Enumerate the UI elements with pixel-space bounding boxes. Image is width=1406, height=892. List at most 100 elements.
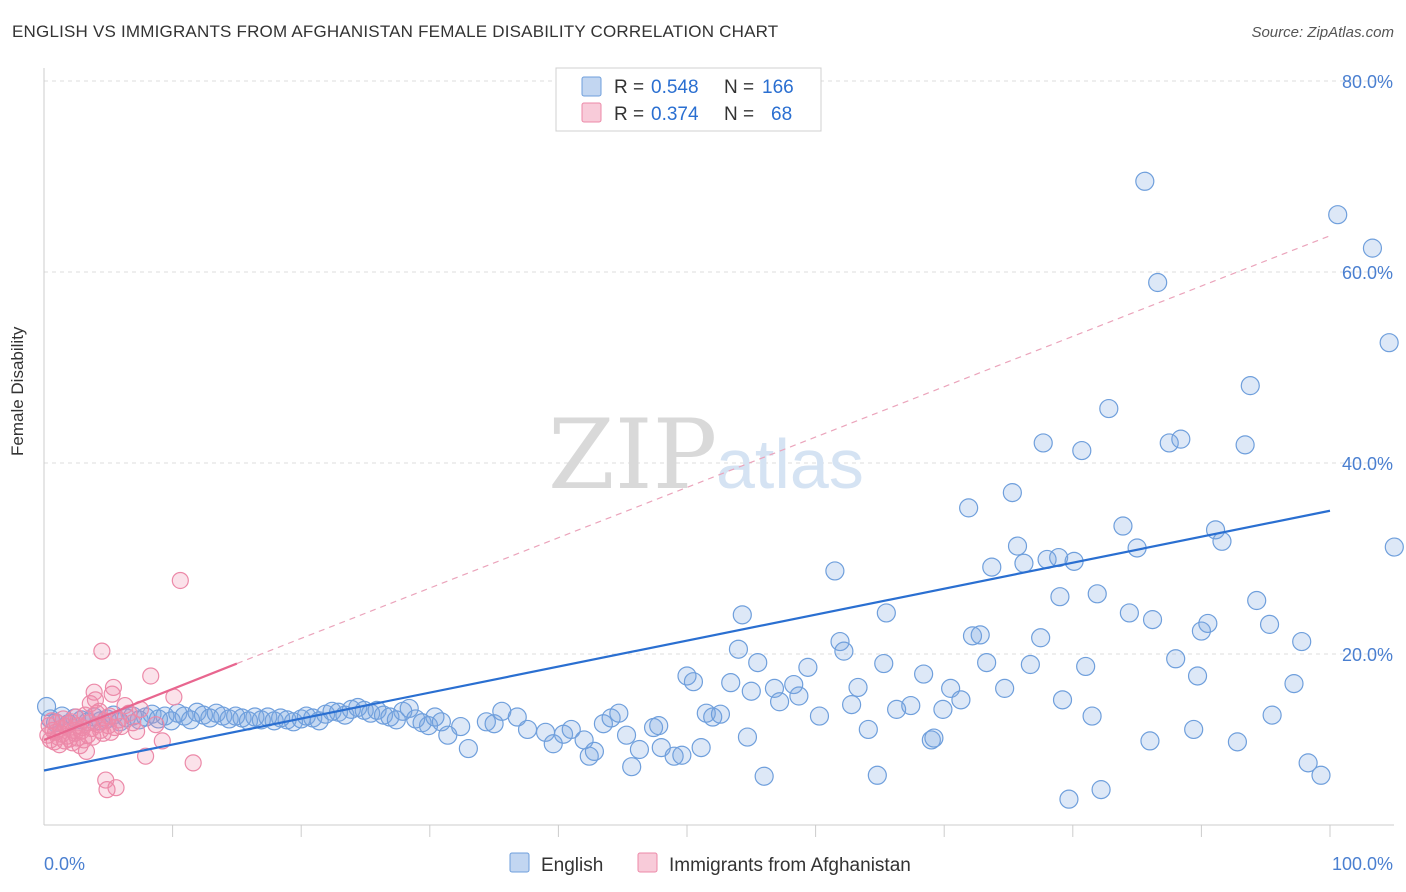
bottom-legend-afghanistan: Immigrants from Afghanistan [669,855,911,876]
english-point [1076,656,1096,677]
gridlines [44,80,1394,655]
english-point [451,716,471,737]
legend-r-label: R = [614,77,644,98]
english-point [1259,614,1280,634]
english-point [1033,433,1053,453]
bottom-legend-swatch-english [509,852,530,873]
english-point [842,695,862,715]
source-credit: Source: ZipAtlas.com [1251,24,1394,41]
english-point [874,653,894,674]
english-point [1362,238,1383,258]
english-point [933,699,953,719]
x-tick-label: 100.0% [1332,854,1393,874]
legend-swatch-afghanistan [581,102,602,123]
english-point [1384,537,1404,557]
english-point [789,686,809,706]
english-point [703,707,723,727]
english-point [769,692,790,712]
english-point [1298,753,1318,773]
english-point [507,707,527,727]
english-point [754,766,774,786]
english-point [1007,536,1028,556]
watermark: ZIP atlas [548,399,864,511]
english-point [1159,433,1179,453]
english-point [732,605,752,625]
x-tick-label: 0.0% [44,854,85,874]
y-tick-label: 60.0% [1342,263,1393,283]
english-point [622,757,642,777]
english-point [476,712,496,732]
english-point [1166,649,1186,669]
afghanistan-point [77,742,96,761]
legend-n-label: N = [724,104,754,125]
afghanistan-point [124,714,142,732]
english-point [901,695,921,716]
afghanistan-trend-extension [236,235,1331,665]
english-point [1014,553,1034,573]
english-point [887,699,907,719]
english-point [609,703,629,723]
afghanistan-points [39,571,202,799]
english-point [914,664,934,684]
english-point [959,498,979,518]
legend-n-label: N = [724,77,754,98]
legend-n-value: 166 [762,77,794,98]
english-point [1119,603,1139,623]
english-point [517,719,538,740]
tick-labels: 20.0% 40.0% 60.0% 80.0% 0.0% 100.0% [44,72,1393,874]
english-point [664,746,684,766]
english-point [683,672,704,692]
english-point [1091,780,1111,800]
english-point [1247,590,1267,611]
english-point [1187,666,1208,686]
english-point [1292,631,1312,652]
english-point [616,725,637,745]
english-point [1031,628,1051,648]
bottom-legend-swatch-afghanistan [637,852,658,873]
english-point [1050,587,1070,607]
english-point [1328,205,1348,225]
english-point [830,631,850,652]
english-point [1052,690,1073,710]
english-point [924,728,944,748]
y-tick-label: 80.0% [1342,72,1393,92]
english-point [1113,516,1133,536]
english-point [1099,398,1119,419]
english-point [458,738,478,759]
correlation-legend: R = 0.548 N = 166 R = 0.374 N = 68 [555,67,822,132]
afghanistan-point [171,571,189,590]
english-point [1379,333,1399,353]
english-point [858,719,878,740]
english-point [691,737,711,758]
axes [43,68,1394,837]
english-point [982,557,1002,577]
english-point [721,673,741,693]
english-point [1087,584,1107,604]
afghanistan-point [104,678,123,697]
english-point [867,765,887,785]
english-point [951,690,971,710]
legend-r-value: 0.374 [651,104,699,125]
afghanistan-point [136,747,155,765]
legend-swatch-english [581,76,602,97]
english-point [1059,789,1079,809]
english-point [728,639,749,659]
english-point [876,603,896,623]
y-tick-label: 40.0% [1342,454,1393,474]
english-point [995,678,1015,698]
english-point [1148,272,1168,293]
english-point [1227,732,1248,752]
english-point [825,561,845,581]
watermark-zip: ZIP [548,399,717,511]
afghanistan-point [142,667,160,685]
english-point [593,714,614,734]
english-point [748,652,768,673]
english-point [1171,429,1191,449]
english-point [1020,654,1040,675]
afghanistan-point [103,685,121,703]
bottom-legend-english: English [541,855,603,876]
english-point [1191,621,1212,641]
series-legend: English Immigrants from Afghanistan [509,852,911,876]
english-point [737,727,758,747]
